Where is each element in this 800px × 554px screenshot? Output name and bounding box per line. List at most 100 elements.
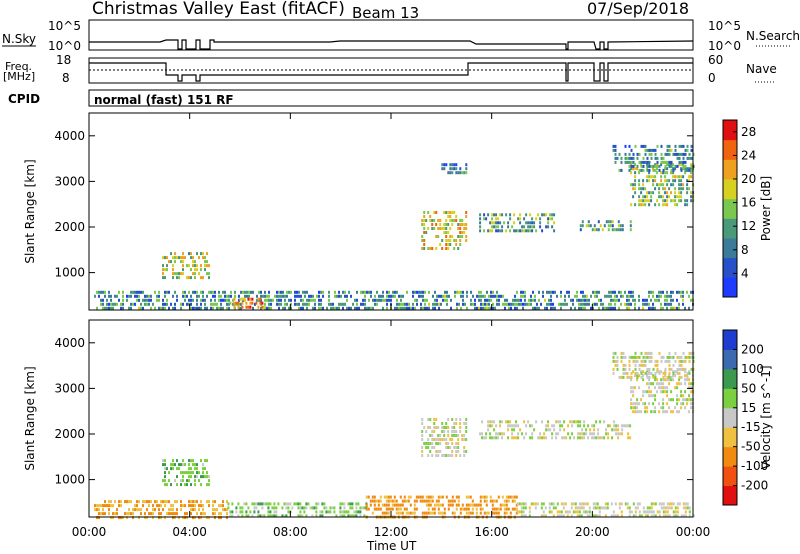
echo-cell [471,507,474,511]
echo-cell [620,510,623,514]
echo-cell [275,510,278,514]
echo-cell [380,294,382,298]
echo-cell [648,371,651,375]
echo-cell [678,290,680,294]
echo-cell [436,298,438,302]
echo-cell [162,500,164,504]
echo-cell [482,306,484,310]
echo-cell [509,213,512,217]
echo-cell [682,175,685,179]
echo-cell [634,514,637,518]
echo-cell [384,298,386,302]
echo-cell [676,195,679,199]
echo-cell [528,302,530,306]
echo-cell [648,367,651,371]
echo-cell [664,191,667,195]
echo-cell [164,290,166,294]
echo-cell [235,301,238,305]
echo-cell [654,175,657,179]
echo-cell [423,227,426,230]
echo-cell [449,499,452,503]
echo-cell [652,382,655,386]
echo-cell [200,264,202,268]
echo-cell [670,199,673,203]
echo-cell [652,183,655,187]
echo-cell [688,168,691,172]
echo-cell [465,239,468,242]
echo-cell [370,294,372,298]
echo-cell [356,306,358,310]
echo-cell [441,511,444,515]
echo-cell [640,199,643,203]
echo-cell [323,502,326,506]
echo-cell [463,438,466,441]
echo-cell [190,467,192,471]
echo-cell [676,152,679,156]
echo-cell [678,144,681,148]
echo-cell [678,398,681,402]
echo-cell [214,290,216,294]
echo-cell [344,294,346,298]
echo-cell [612,144,615,148]
echo-cell [196,500,198,504]
echo-cell [658,298,660,302]
echo-cell [489,432,492,436]
echo-cell [518,302,520,306]
echo-cell [443,163,446,167]
echo-cell [527,225,530,229]
echo-cell [602,302,604,306]
echo-cell [672,171,675,175]
freq-trace [89,62,693,82]
echo-cell [674,148,677,152]
echo-cell [674,306,676,310]
echo-cell [632,370,635,374]
echo-cell [435,438,438,441]
echo-cell [562,506,565,510]
echo-cell [636,156,639,160]
echo-cell [234,290,236,294]
echo-cell [130,500,132,504]
echo-cell [630,183,633,187]
echo-cell [457,171,460,175]
echo-cell [549,428,552,432]
echo-cell [678,152,681,156]
echo-cell [617,432,620,436]
echo-cell [336,294,338,298]
echo-cell [276,298,278,302]
echo-cell [122,298,124,302]
echo-cell [615,428,618,432]
echo-cell [439,450,442,453]
echo-cell [178,463,180,467]
echo-cell [578,506,581,510]
echo-cell [511,424,514,428]
echo-cell [342,306,344,310]
echo-cell [426,298,428,302]
echo-cell [142,504,144,508]
echo-cell [433,219,436,222]
echo-cell [487,511,490,515]
echo-cell [545,424,548,428]
echo-cell [672,183,675,187]
echo-cell [437,511,440,515]
colorbar-segment [723,388,737,409]
echo-cell [648,506,651,510]
echo-cell [466,294,468,298]
echo-cell [466,290,468,294]
echo-cell [146,508,148,512]
echo-cell [128,306,130,310]
echo-cell [684,367,687,371]
echo-cell [128,500,130,504]
echo-cell [164,500,166,504]
echo-cell [423,511,426,515]
echo-cell [220,302,222,306]
echo-cell [606,506,609,510]
echo-cell [559,424,562,428]
echo-cell [644,203,647,207]
echo-cell [680,191,683,195]
echo-cell [164,276,166,280]
echo-cell [130,302,132,306]
echo-cell [226,306,228,310]
echo-cell [164,516,166,520]
echo-cell [578,298,580,302]
echo-cell [315,502,318,506]
